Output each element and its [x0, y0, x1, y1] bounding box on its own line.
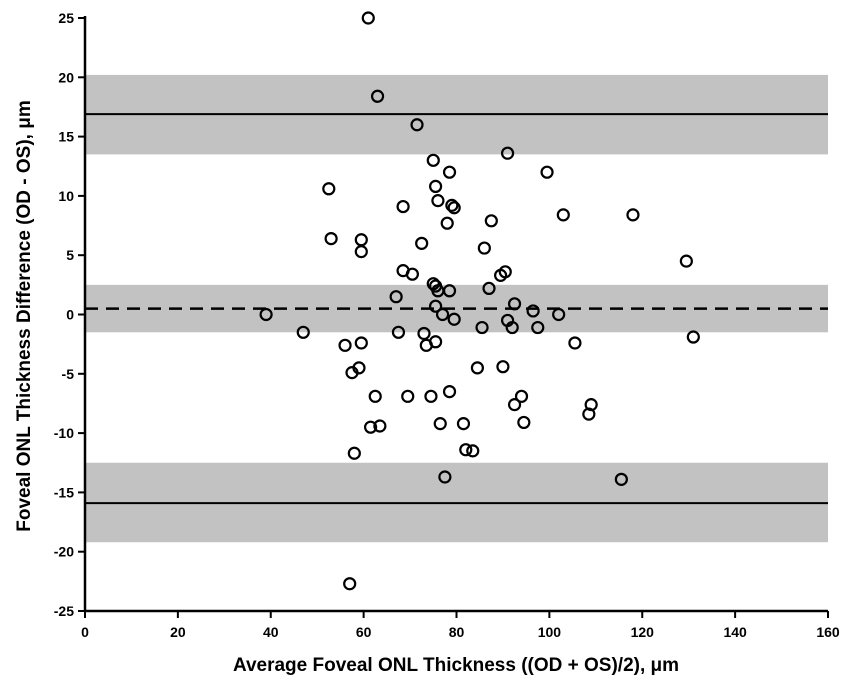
y-axis-title: Foveal ONL Thickness Difference (OD - OS…	[14, 100, 35, 532]
data-point	[514, 389, 529, 403]
data-point	[584, 398, 598, 412]
data-point	[517, 415, 531, 430]
data-point	[447, 312, 461, 326]
reference-lines	[85, 113, 828, 505]
data-point	[401, 389, 415, 403]
data-point	[296, 325, 310, 339]
data-point	[442, 165, 457, 179]
data-point	[354, 336, 368, 350]
data-point	[435, 307, 450, 322]
data-point	[343, 577, 357, 591]
data-point	[433, 417, 447, 431]
data-point	[396, 199, 410, 214]
data-point	[354, 233, 368, 247]
data-point	[389, 290, 403, 304]
data-point	[415, 236, 429, 250]
data-point	[370, 89, 385, 103]
x-tick-label: 80	[449, 624, 465, 640]
data-point	[368, 389, 382, 403]
x-tick-label: 0	[81, 624, 89, 640]
data-point	[352, 361, 366, 375]
data-point	[686, 330, 700, 344]
data-point	[438, 470, 452, 484]
y-tick-label: -10	[54, 425, 74, 441]
data-point	[405, 267, 419, 281]
y-tick-label: 15	[58, 129, 74, 145]
data-point	[417, 326, 431, 341]
x-tick-label: 40	[263, 624, 279, 640]
data-point	[338, 338, 352, 352]
data-point	[540, 165, 554, 179]
data-point	[568, 336, 582, 350]
data-point	[429, 179, 443, 194]
data-point	[429, 299, 443, 313]
y-tick-label: -25	[54, 603, 74, 619]
y-tick-label: -20	[54, 544, 74, 560]
data-point	[440, 216, 454, 230]
data-point	[410, 118, 424, 132]
data-point	[466, 444, 480, 458]
data-point	[429, 335, 443, 349]
data-point	[484, 214, 498, 228]
data-point	[507, 398, 522, 412]
y-tick-label: 10	[58, 188, 74, 204]
y-tick-label: 0	[66, 307, 74, 323]
data-point	[482, 281, 496, 296]
data-point	[373, 419, 387, 433]
data-point	[391, 325, 406, 339]
data-point	[526, 304, 540, 318]
y-tick-label: -15	[54, 484, 74, 500]
data-point	[363, 420, 378, 434]
data-point	[324, 231, 338, 246]
data-point	[442, 384, 457, 399]
x-tick-label: 100	[538, 624, 562, 640]
y-tick-label: 25	[58, 10, 74, 26]
data-point	[505, 320, 519, 335]
data-point	[459, 443, 473, 457]
data-point	[259, 307, 273, 322]
data-point	[498, 265, 512, 279]
x-tick-label: 60	[356, 624, 372, 640]
x-tick-label: 20	[170, 624, 186, 640]
data-point	[500, 146, 515, 160]
data-point	[445, 198, 459, 212]
data-points	[259, 11, 700, 591]
data-point	[614, 472, 628, 486]
data-point	[552, 307, 566, 322]
data-point	[475, 320, 489, 335]
data-point	[424, 389, 438, 403]
data-point	[470, 361, 484, 375]
tick-labels: -25 -20 -15 -10 -5 0 5 10 15 20 25 0 20 40 60 80 100 120 1…	[54, 10, 840, 640]
data-point	[477, 241, 491, 255]
x-tick-label: 140	[723, 624, 747, 640]
data-point	[354, 245, 368, 259]
y-tick-label: 5	[66, 247, 74, 263]
data-point	[496, 360, 510, 374]
data-point	[626, 208, 640, 222]
data-point	[361, 11, 375, 25]
y-tick-label: -5	[62, 366, 75, 382]
x-tick-label: 160	[816, 624, 840, 640]
data-point	[447, 201, 461, 215]
data-point	[431, 194, 445, 208]
x-axis-title: Average Foveal ONL Thickness ((OD + OS)/…	[233, 655, 679, 676]
data-point	[347, 446, 361, 460]
data-point	[679, 254, 693, 268]
data-point	[322, 182, 336, 196]
data-point	[507, 297, 522, 311]
data-point	[556, 208, 570, 222]
data-point	[456, 417, 471, 431]
x-tick-label: 120	[631, 624, 655, 640]
data-point	[426, 153, 440, 167]
data-point	[442, 284, 457, 298]
y-tick-label: 20	[58, 69, 74, 85]
data-point	[531, 320, 545, 335]
